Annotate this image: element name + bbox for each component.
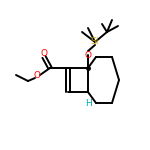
Text: Si: Si xyxy=(91,38,99,46)
Text: O: O xyxy=(84,51,92,60)
Text: H: H xyxy=(85,99,91,108)
Text: O: O xyxy=(40,50,48,58)
Text: O: O xyxy=(33,72,41,81)
